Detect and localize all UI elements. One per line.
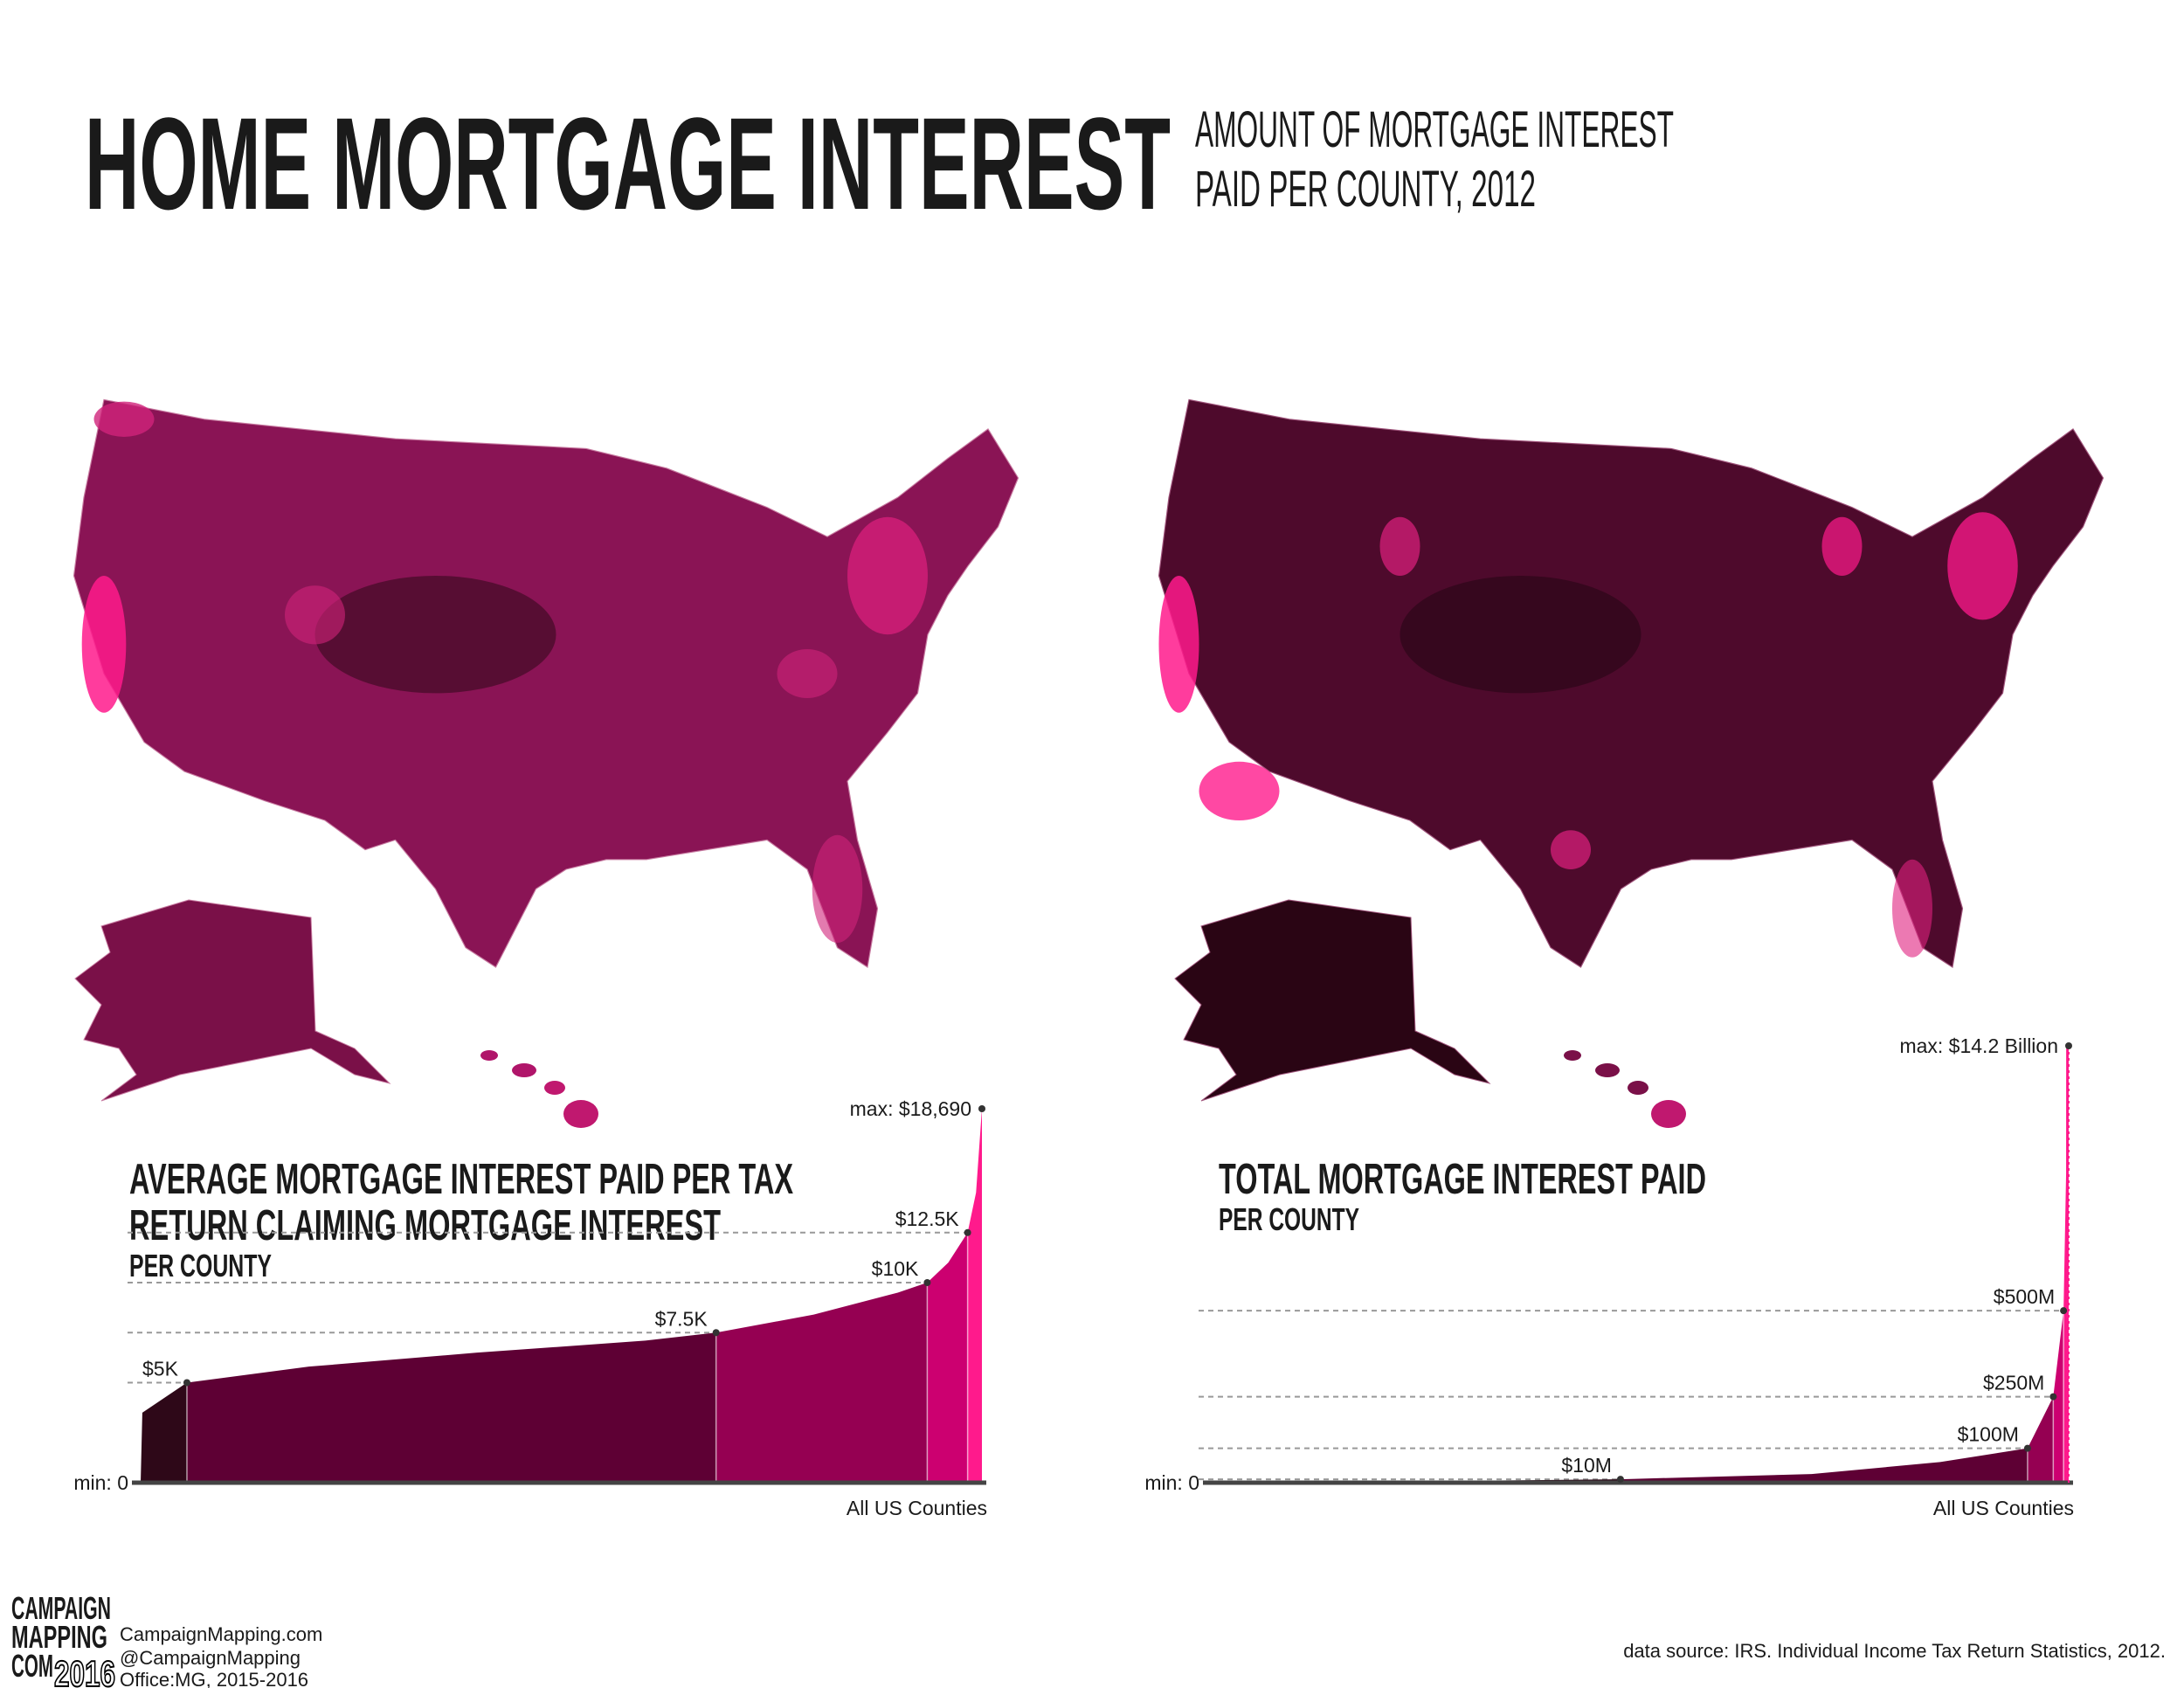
tick-dot [1616,1476,1624,1484]
chart-title: TOTAL MORTGAGE INTEREST PAID [1219,1156,1706,1203]
alaska-map [1174,899,1490,1102]
area [141,1109,982,1483]
subtitle: PAID PER COUNTY, 2012 [1195,161,1536,218]
subtitle: AMOUNT OF MORTGAGE INTEREST [1195,101,1674,158]
hawaii-map [480,1050,598,1128]
max-label: max: $14.2 Billion [1899,1034,2058,1057]
logo-text: COM [11,1648,53,1684]
y-tick-label: $500M [1994,1285,2055,1308]
tick-dot [183,1379,190,1387]
tick-dot [712,1329,720,1337]
alaska-map [74,899,390,1102]
tick-dot [2049,1393,2057,1401]
y-tick-label: $10K [872,1257,919,1280]
chart-title: AVERAGE MORTGAGE INTEREST PAID PER TAX [129,1156,793,1203]
min-label: min: 0 [73,1471,128,1494]
max-dot [2065,1042,2072,1049]
tick-dot [2023,1444,2031,1452]
y-tick-label: $5K [142,1358,179,1380]
tick-dot [2060,1307,2068,1315]
tick-dot [923,1279,931,1287]
y-tick-label: $12.5K [895,1207,960,1230]
x-axis-label: All US Counties [847,1497,987,1519]
logo-text: MAPPING [11,1619,107,1655]
min-label: min: 0 [1144,1471,1199,1494]
hawaii-map [1564,1050,1686,1128]
credit: CampaignMapping.com [120,1623,322,1645]
chart-subtitle: PER COUNTY [1219,1201,1359,1237]
chart-title: RETURN CLAIMING MORTGAGE INTEREST [129,1202,721,1249]
y-tick-label: $10M [1561,1454,1612,1477]
chart-subtitle: PER COUNTY [129,1248,272,1283]
data-source: data source: IRS. Individual Income Tax … [1623,1640,2166,1662]
y-tick-label: $100M [1958,1423,2019,1446]
credit: @CampaignMapping [120,1647,301,1669]
us-map [1158,398,2105,968]
x-axis-label: All US Counties [1933,1497,2074,1519]
main-title: HOME MORTGAGE INTEREST [85,90,1171,237]
us-map [73,398,1019,968]
logo-year: 2016 [54,1653,115,1688]
y-tick-label: $250M [1983,1372,2044,1394]
logo-text: CAMPAIGN [11,1590,111,1626]
max-label: max: $18,690 [850,1097,971,1120]
y-tick-label: $7.5K [655,1307,708,1330]
tick-dot [964,1228,971,1236]
credit: Office:MG, 2015-2016 [120,1669,308,1688]
max-dot [978,1105,985,1112]
